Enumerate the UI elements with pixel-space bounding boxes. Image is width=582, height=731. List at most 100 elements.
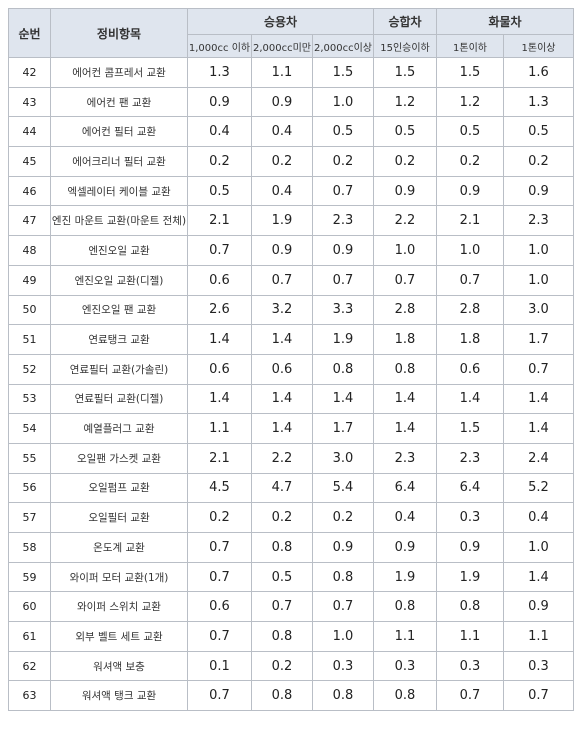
time-value: 1.9: [436, 561, 504, 593]
time-value: 1.3: [503, 86, 574, 118]
item-name: 와이퍼 스위치 교환: [50, 591, 188, 623]
time-value: 3.0: [312, 442, 374, 474]
time-value: 1.0: [312, 86, 374, 118]
item-name: 워셔액 보충: [50, 650, 188, 682]
row-number: 49: [8, 264, 51, 296]
header-cell: 순번: [8, 8, 51, 58]
time-value: 1.7: [312, 413, 374, 444]
time-value: 6.4: [373, 472, 437, 504]
row-number: 62: [8, 650, 51, 682]
item-name: 엔진 마운트 교환(마운트 전체): [50, 205, 188, 237]
time-value: 0.6: [251, 353, 313, 385]
table-row: 47 엔진 마운트 교환(마운트 전체) 2.1 1.9 2.3 2.2 2.1 2.3: [8, 205, 574, 237]
row-number: 55: [8, 442, 51, 474]
time-value: 0.9: [373, 532, 437, 563]
time-value: 1.4: [187, 324, 252, 355]
time-value: 0.3: [436, 650, 504, 682]
table-body: 42 에어컨 콤프레서 교환 1.3 1.1 1.5 1.5 1.5 1.6 43 에어컨 팬 교…: [8, 57, 574, 712]
header-cell: 정비항목: [50, 8, 188, 58]
time-value: 0.9: [251, 235, 313, 266]
table-row: 53 연료필터 교환(디젤) 1.4 1.4 1.4 1.4 1.4 1.4: [8, 383, 574, 415]
time-value: 0.4: [251, 116, 313, 148]
time-value: 5.4: [312, 472, 374, 504]
time-value: 0.8: [373, 591, 437, 623]
row-number: 44: [8, 116, 51, 148]
table-row: 46 엑셀레이터 케이블 교환 0.5 0.4 0.7 0.9 0.9 0.9: [8, 175, 574, 207]
time-value: 0.9: [187, 86, 252, 118]
time-value: 0.3: [503, 650, 574, 682]
table-row: 62 워셔액 보충 0.1 0.2 0.3 0.3 0.3 0.3: [8, 650, 574, 682]
item-name: 오일필터 교환: [50, 502, 188, 533]
time-value: 0.3: [373, 650, 437, 682]
time-value: 0.8: [312, 561, 374, 593]
time-value: 0.5: [436, 116, 504, 148]
time-value: 2.8: [436, 294, 504, 326]
time-value: 1.9: [373, 561, 437, 593]
time-value: 0.2: [436, 146, 504, 177]
row-number: 59: [8, 561, 51, 593]
row-number: 42: [8, 57, 51, 88]
table-row: 58 온도계 교환 0.7 0.8 0.9 0.9 0.9 1.0: [8, 532, 574, 563]
time-value: 0.3: [312, 650, 374, 682]
time-value: 0.7: [373, 264, 437, 296]
time-value: 0.6: [187, 264, 252, 296]
table-row: 59 와이퍼 모터 교환(1개) 0.7 0.5 0.8 1.9 1.9 1.4: [8, 561, 574, 593]
time-value: 1.0: [503, 235, 574, 266]
time-value: 0.8: [373, 353, 437, 385]
time-value: 0.9: [436, 175, 504, 207]
item-name: 연료필터 교환(가솔린): [50, 353, 188, 385]
sub-header: 15인승이하: [373, 34, 437, 58]
time-value: 1.6: [503, 57, 574, 88]
time-value: 1.4: [503, 561, 574, 593]
table-header: 순번 정비항목 승용차 승합차 화물차 1,000cc 이하 2,000cc미만 2,0…: [8, 8, 574, 58]
time-value: 0.8: [251, 621, 313, 652]
time-value: 0.2: [373, 146, 437, 177]
item-name: 온도계 교환: [50, 532, 188, 563]
time-value: 1.2: [436, 86, 504, 118]
time-value: 0.4: [373, 502, 437, 533]
time-value: 0.5: [373, 116, 437, 148]
row-number: 58: [8, 532, 51, 563]
time-value: 0.8: [312, 353, 374, 385]
time-value: 1.4: [251, 324, 313, 355]
time-value: 2.2: [373, 205, 437, 237]
row-number: 43: [8, 86, 51, 118]
time-value: 0.7: [436, 680, 504, 712]
row-number: 54: [8, 413, 51, 444]
time-value: 1.5: [436, 413, 504, 444]
time-value: 0.9: [373, 175, 437, 207]
time-value: 1.5: [312, 57, 374, 88]
time-value: 0.4: [187, 116, 252, 148]
time-value: 1.4: [373, 413, 437, 444]
time-value: 1.8: [436, 324, 504, 355]
time-value: 1.1: [373, 621, 437, 652]
item-name: 연료필터 교환(디젤): [50, 383, 188, 415]
time-value: 2.3: [373, 442, 437, 474]
row-number: 57: [8, 502, 51, 533]
table-row: 55 오일팬 가스켓 교환 2.1 2.2 3.0 2.3 2.3 2.4: [8, 442, 574, 474]
table-row: 45 에어크리너 필터 교환 0.2 0.2 0.2 0.2 0.2 0.2: [8, 146, 574, 177]
group-header: 화물차: [436, 8, 574, 35]
row-number: 48: [8, 235, 51, 266]
time-value: 1.0: [503, 532, 574, 563]
sub-header: 2,000cc미만: [251, 34, 313, 58]
header-row: 순번 정비항목 승용차 승합차 화물차: [8, 8, 574, 58]
time-value: 4.5: [187, 472, 252, 504]
time-value: 2.3: [503, 205, 574, 237]
time-value: 0.7: [187, 235, 252, 266]
header-row: 1,000cc 이하 2,000cc미만 2,000cc이상 15인승이하 1톤이하 1톤…: [9, 34, 574, 58]
row-number: 53: [8, 383, 51, 415]
item-name: 엔진오일 교환: [50, 235, 188, 266]
time-value: 1.5: [373, 57, 437, 88]
time-value: 0.9: [503, 591, 574, 623]
time-value: 0.2: [503, 146, 574, 177]
row-number: 63: [8, 680, 51, 712]
time-value: 0.5: [312, 116, 374, 148]
time-value: 0.7: [312, 264, 374, 296]
time-value: 0.7: [187, 532, 252, 563]
time-value: 0.4: [251, 175, 313, 207]
row-number: 56: [8, 472, 51, 504]
group-header: 승용차: [187, 8, 374, 35]
time-value: 0.7: [187, 621, 252, 652]
